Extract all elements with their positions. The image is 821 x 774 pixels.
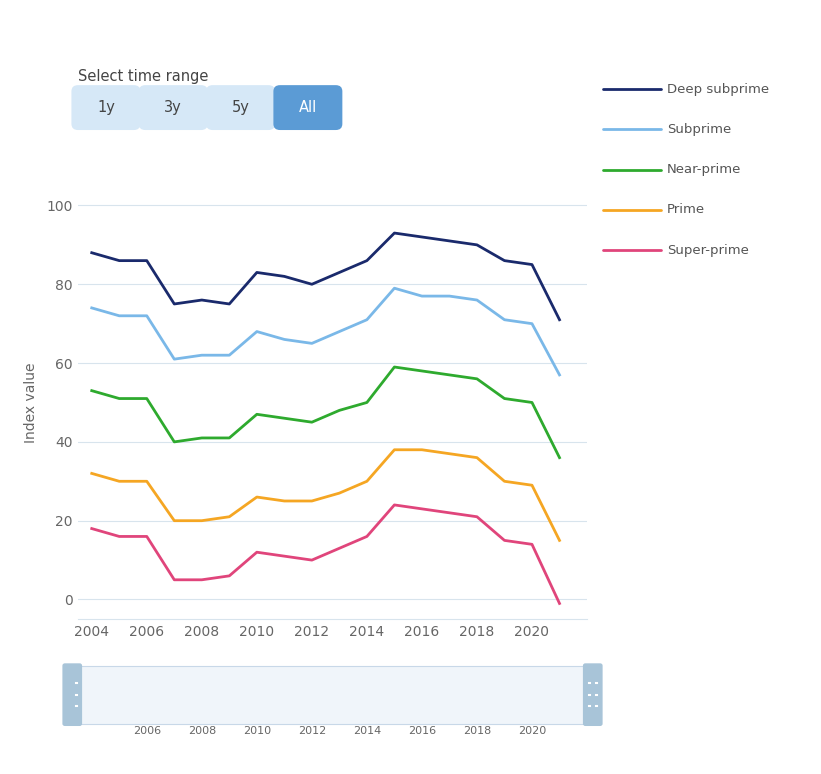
- Text: Super-prime: Super-prime: [667, 244, 749, 256]
- Text: 3y: 3y: [164, 100, 182, 115]
- Y-axis label: Index value: Index value: [24, 362, 38, 443]
- Text: Deep subprime: Deep subprime: [667, 83, 768, 95]
- Text: 5y: 5y: [232, 100, 250, 115]
- Text: Select time range: Select time range: [78, 69, 209, 84]
- Text: All: All: [299, 100, 317, 115]
- Text: Subprime: Subprime: [667, 123, 731, 135]
- Text: Prime: Prime: [667, 204, 704, 216]
- Text: Near-prime: Near-prime: [667, 163, 741, 176]
- Text: 1y: 1y: [97, 100, 115, 115]
